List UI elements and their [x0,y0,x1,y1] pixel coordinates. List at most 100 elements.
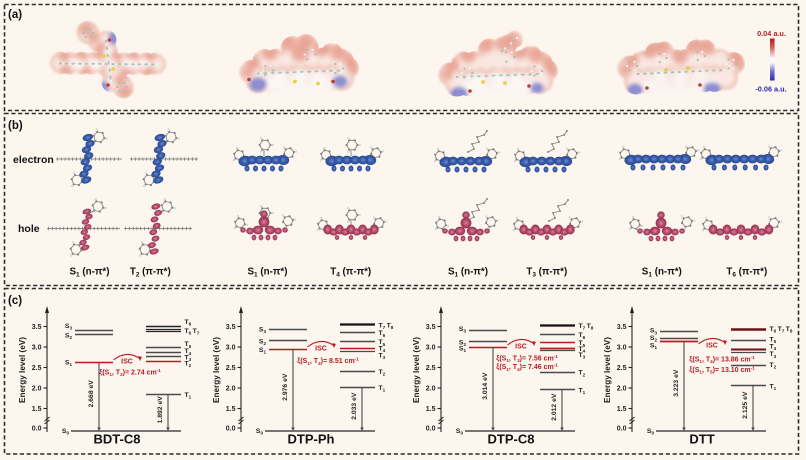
svg-text:S1 (n-π*): S1 (n-π*) [70,267,110,279]
svg-text:S1 (n-π*): S1 (n-π*) [248,267,288,279]
svg-text:T6 (π-π*): T6 (π-π*) [726,267,767,279]
svg-text:0.0: 0.0 [426,425,436,432]
svg-text:DTP-Ph: DTP-Ph [288,432,335,447]
svg-text:S3: S3 [259,327,267,335]
svg-text:3.0: 3.0 [426,344,436,351]
svg-text:Energy level (eV): Energy level (eV) [18,337,27,403]
svg-text:Energy level (eV): Energy level (eV) [603,337,612,403]
svg-text:Energy level (eV): Energy level (eV) [412,337,421,403]
svg-text:ISC: ISC [121,359,133,366]
svg-text:electron: electron [13,154,54,166]
svg-text:T4​: T4​ [379,346,386,354]
svg-text:2.5: 2.5 [226,365,236,372]
svg-text:0.0: 0.0 [226,425,236,432]
svg-text:S1 (n-π*): S1 (n-π*) [642,267,682,279]
svg-text:1.5: 1.5 [426,406,436,413]
svg-text:T7​ T8​: T7​ T8​ [379,322,394,330]
svg-text:T6​: T6​ [579,332,586,340]
svg-text:T5​: T5​ [579,340,586,348]
svg-text:2.012 eV: 2.012 eV [551,393,558,421]
svg-text:S3: S3 [650,328,658,336]
svg-text:3.5: 3.5 [32,324,42,331]
svg-text:DTT: DTT [689,432,714,447]
svg-text:S0: S0 [647,428,655,436]
svg-text:2.033 eV: 2.033 eV [351,392,358,420]
svg-text:2.0: 2.0 [32,385,42,392]
svg-text:S0: S0 [256,428,264,436]
svg-text:DTP-C8: DTP-C8 [488,432,535,447]
svg-text:hole: hole [18,223,40,235]
svg-text:1.892 eV: 1.892 eV [157,396,164,424]
svg-text:1.5: 1.5 [226,406,236,413]
svg-text:T3​: T3​ [379,353,386,361]
svg-text:T5​: T5​ [185,341,192,349]
svg-text:ξ(S1​, T4​)= 13.86 cm-1: ξ(S1​, T4​)= 13.86 cm-1 [689,355,755,364]
svg-text:3.5: 3.5 [226,324,236,331]
svg-text:2.5: 2.5 [426,365,436,372]
svg-text:T3​: T3​ [579,352,586,360]
svg-text:2.0: 2.0 [426,385,436,392]
svg-text:2.976 eV: 2.976 eV [282,373,289,401]
svg-text:ISC: ISC [515,344,527,351]
svg-text:BDT-C8: BDT-C8 [94,432,141,447]
svg-text:2.0: 2.0 [226,385,236,392]
svg-text:T1​: T1​ [770,383,777,391]
svg-text:0.0: 0.0 [617,425,627,432]
svg-text:S1: S1 [259,347,267,355]
svg-text:2.0: 2.0 [617,385,627,392]
svg-text:T3​: T3​ [185,355,192,363]
svg-text:2.125 eV: 2.125 eV [742,391,749,419]
svg-text:ISC: ISC [315,346,327,353]
svg-text:S2: S2 [459,340,467,348]
svg-text:T5​: T5​ [770,336,777,344]
svg-text:T2 (π-π*): T2 (π-π*) [130,267,171,279]
svg-text:S2: S2 [259,338,267,346]
svg-text:S0: S0 [456,428,464,436]
svg-text:ξ(S1​, T5​)= 13.10 cm-1: ξ(S1​, T5​)= 13.10 cm-1 [689,365,755,374]
svg-text:0.0: 0.0 [32,425,42,432]
svg-text:(b): (b) [8,120,23,132]
svg-text:2.5: 2.5 [617,365,627,372]
svg-text:2.668 eV: 2.668 eV [88,380,95,408]
svg-text:T3 (π-π*): T3 (π-π*) [526,267,567,279]
svg-text:ξ(S1​, T2​)= 2.74 cm-1: ξ(S1​, T2​)= 2.74 cm-1 [99,368,161,377]
svg-text:3.223 eV: 3.223 eV [673,369,680,397]
svg-text:0.04 a.u.: 0.04 a.u. [757,29,786,38]
svg-text:S2: S2 [65,333,73,341]
svg-text:3.5: 3.5 [426,324,436,331]
svg-text:T1​: T1​ [185,392,192,400]
svg-text:S2: S2 [650,335,658,343]
svg-text:ξ(S1​, T4​)= 7.46 cm-1: ξ(S1​, T4​)= 7.46 cm-1 [496,363,558,372]
svg-text:T4​: T4​ [185,348,192,356]
svg-text:S1 (n-π*): S1 (n-π*) [448,267,488,279]
svg-text:T4​: T4​ [579,346,586,354]
svg-text:ISC: ISC [706,343,718,350]
svg-text:3.014 eV: 3.014 eV [482,372,489,400]
svg-text:ξ(S1​, T3​)= 7.56 cm-1: ξ(S1​, T3​)= 7.56 cm-1 [496,354,558,363]
svg-text:T6​: T6​ [379,330,386,338]
svg-text:T8​: T8​ [185,319,192,327]
svg-text:T2​: T2​ [770,362,777,370]
svg-text:T6​ T7​ T8​: T6​ T7​ T8​ [770,326,793,334]
svg-text:S3: S3 [459,326,467,334]
svg-text:S1: S1 [65,360,73,368]
svg-text:T1​: T1​ [579,387,586,395]
svg-text:T1​: T1​ [379,385,386,393]
svg-text:S1: S1 [459,346,467,354]
svg-text:T7​ T8​: T7​ T8​ [579,323,594,331]
svg-text:Energy level (eV): Energy level (eV) [212,337,221,403]
svg-text:T3​: T3​ [770,351,777,359]
svg-text:3.0: 3.0 [226,344,236,351]
svg-text:T6​ T7​: T6​ T7​ [185,328,200,336]
svg-text:T5​: T5​ [379,339,386,347]
svg-text:T2​: T2​ [379,369,386,377]
svg-text:-0.06 a.u.: -0.06 a.u. [755,84,786,93]
svg-text:T4​: T4​ [770,344,777,352]
svg-text:3.0: 3.0 [617,344,627,351]
svg-text:S1: S1 [650,343,658,351]
svg-text:1.5: 1.5 [617,406,627,413]
svg-text:(a): (a) [8,9,22,21]
svg-text:T2​: T2​ [185,361,192,369]
svg-text:3.0: 3.0 [32,344,42,351]
svg-text:T2​: T2​ [579,370,586,378]
